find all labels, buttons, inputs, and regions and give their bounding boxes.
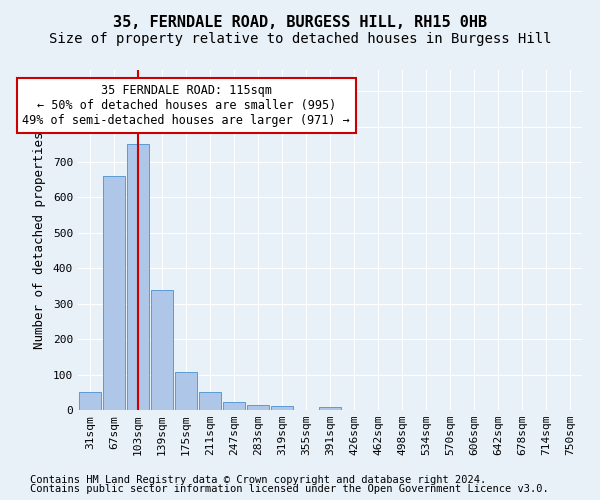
Bar [175,372,197,410]
Bar [223,402,245,410]
Bar [79,392,101,410]
Bar [151,290,173,410]
Bar [199,392,221,410]
Text: Contains HM Land Registry data © Crown copyright and database right 2024.: Contains HM Land Registry data © Crown c… [30,475,486,485]
Text: 35, FERNDALE ROAD, BURGESS HILL, RH15 0HB: 35, FERNDALE ROAD, BURGESS HILL, RH15 0H… [113,15,487,30]
Text: 35 FERNDALE ROAD: 115sqm
← 50% of detached houses are smaller (995)
49% of semi-: 35 FERNDALE ROAD: 115sqm ← 50% of detach… [22,84,350,127]
Bar [271,406,293,410]
Text: Size of property relative to detached houses in Burgess Hill: Size of property relative to detached ho… [49,32,551,46]
Y-axis label: Number of detached properties: Number of detached properties [33,131,46,349]
Text: Contains public sector information licensed under the Open Government Licence v3: Contains public sector information licen… [30,484,549,494]
Bar [127,144,149,410]
Bar [319,407,341,410]
Bar [103,176,125,410]
Bar [247,404,269,410]
